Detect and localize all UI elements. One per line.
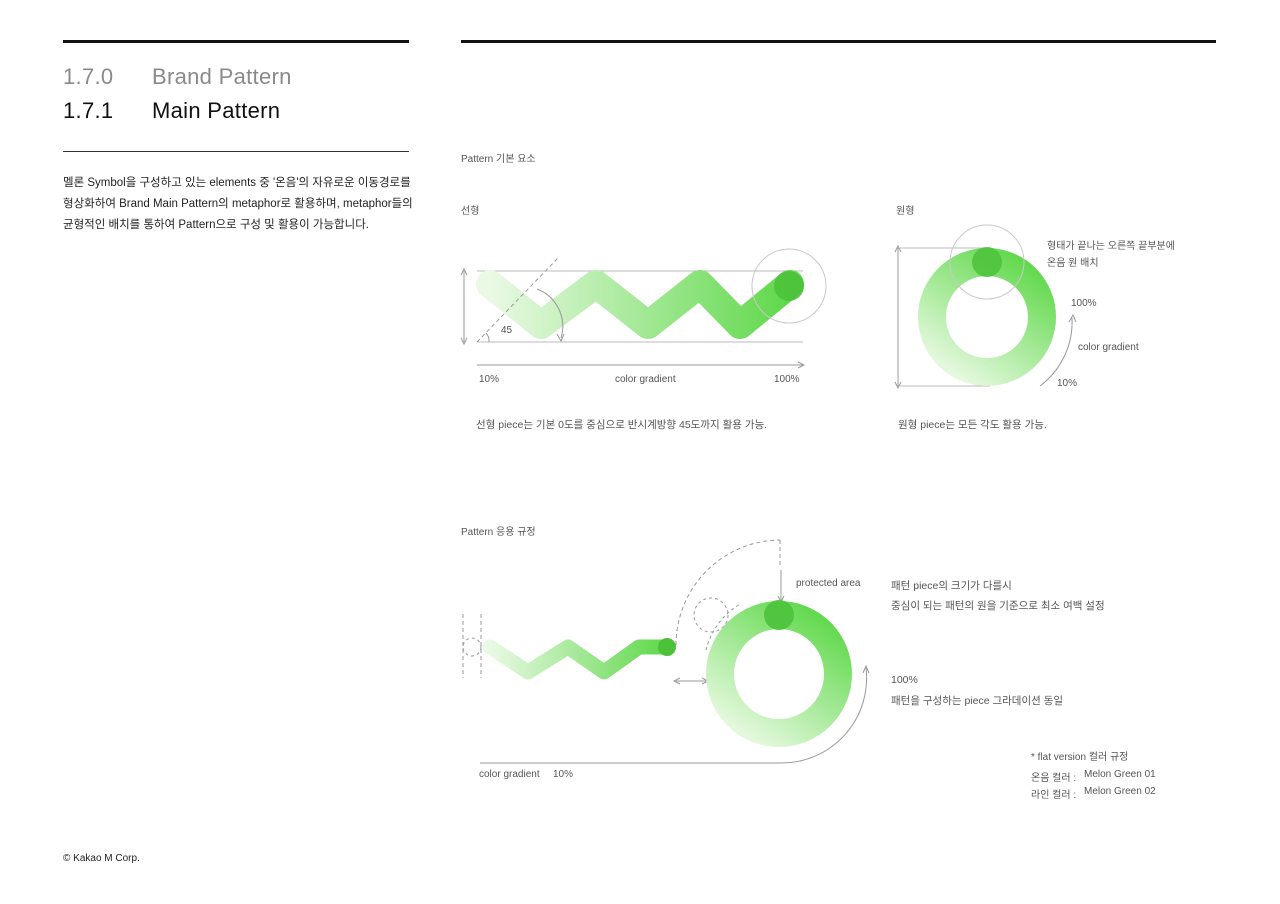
linear-end-label: 100% (774, 374, 800, 385)
linear-start-label: 10% (479, 374, 500, 385)
circular-gradient-label: color gradient (1078, 342, 1139, 353)
linear-piece-diagram (460, 248, 827, 369)
linear-gradient-label: color gradient (615, 374, 676, 385)
linear-title: 선형 (461, 206, 480, 217)
brand-pattern-number: 1.7.0 (63, 64, 114, 89)
basic-section-title: Pattern 기본 요소 (461, 154, 536, 165)
flat-row1-label: 온음 컬러 : (1031, 773, 1077, 784)
application-section-title: Pattern 응용 규정 (461, 527, 536, 538)
circular-note-line2: 온음 원 배치 (1047, 258, 1099, 269)
main-pattern-number: 1.7.1 (63, 98, 114, 123)
application-note-line2: 중심이 되는 패턴의 원을 기준으로 최소 여백 설정 (891, 600, 1105, 612)
linear-caption: 선형 piece는 기본 0도를 중심으로 반시계방향 45도까지 활용 가능. (476, 419, 768, 431)
circular-piece-diagram (894, 224, 1077, 390)
application-gradient-label: color gradient (479, 769, 540, 780)
flat-row1-value: Melon Green 01 (1084, 769, 1156, 780)
circular-caption: 원형 piece는 모든 각도 활용 가능. (898, 419, 1047, 431)
application-gradient-note: 패턴을 구성하는 piece 그라데이션 동일 (891, 695, 1064, 707)
application-start-label: 10% (553, 769, 574, 780)
application-diagram (462, 539, 870, 764)
circular-end-label: 100% (1071, 298, 1097, 309)
heading-divider (63, 151, 409, 152)
copyright-footer: © Kakao M Corp. (63, 853, 140, 864)
top-rule-left (63, 40, 409, 43)
flat-version-title: * flat version 컬러 규정 (1031, 752, 1129, 763)
circular-start-label: 10% (1057, 378, 1078, 389)
description-text: 멜론 Symbol을 구성하고 있는 elements 중 '온음'의 자유로운… (63, 177, 413, 231)
flat-row2-value: Melon Green 02 (1084, 786, 1156, 797)
top-rule-right (461, 40, 1216, 43)
protected-area-label: protected area (796, 578, 861, 589)
application-note-line1: 패턴 piece의 크기가 다를시 (891, 580, 1012, 592)
circular-note-line1: 형태가 끝나는 오른쪽 끝부분에 (1047, 241, 1175, 252)
main-pattern-title: Main Pattern (152, 98, 281, 123)
flat-row2-label: 라인 컬러 : (1031, 790, 1077, 801)
circular-title: 원형 (896, 206, 915, 217)
brand-pattern-title: Brand Pattern (152, 64, 292, 89)
linear-angle-label: 45 (501, 325, 513, 336)
application-pct-label: 100% (891, 674, 918, 686)
